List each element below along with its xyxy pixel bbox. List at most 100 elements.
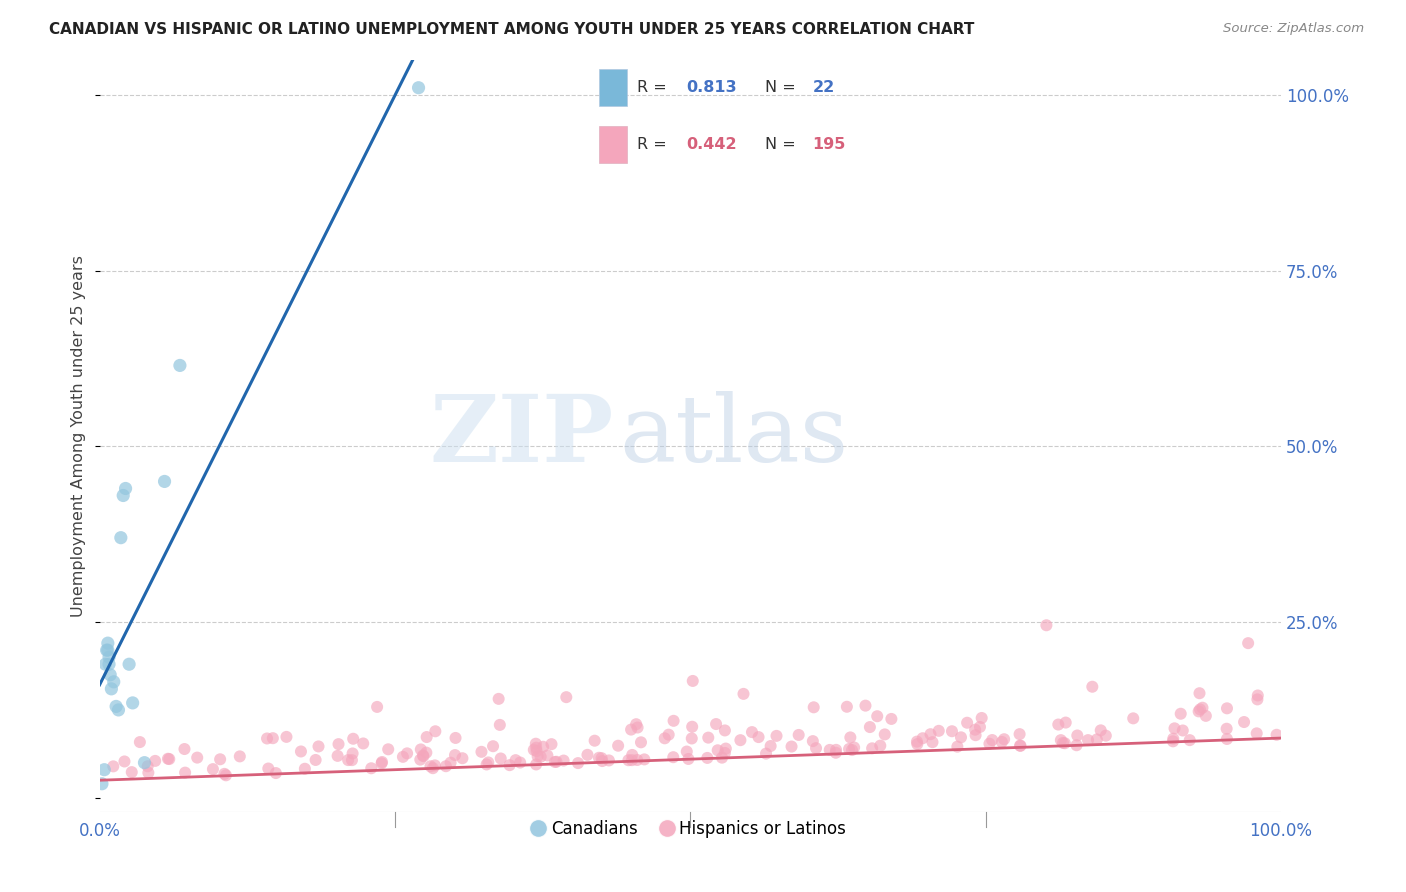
Point bbox=[103, 759, 125, 773]
Point bbox=[371, 755, 394, 769]
Point bbox=[598, 754, 620, 768]
Point bbox=[1077, 733, 1099, 747]
Point bbox=[475, 757, 498, 772]
Point bbox=[505, 753, 527, 767]
Point bbox=[540, 737, 562, 751]
Point bbox=[905, 734, 928, 748]
Point bbox=[328, 737, 350, 751]
Point bbox=[591, 751, 613, 765]
Point bbox=[1122, 711, 1144, 725]
Point bbox=[681, 731, 703, 746]
Point bbox=[444, 748, 467, 763]
Point bbox=[697, 731, 720, 745]
FancyBboxPatch shape bbox=[599, 126, 627, 163]
Point bbox=[835, 699, 858, 714]
Point bbox=[654, 731, 676, 746]
Point bbox=[866, 709, 889, 723]
Point bbox=[488, 691, 510, 706]
Point bbox=[107, 703, 129, 717]
Point bbox=[370, 756, 392, 771]
Point bbox=[419, 759, 441, 773]
Point bbox=[941, 724, 963, 739]
Point bbox=[121, 765, 143, 780]
Point bbox=[965, 728, 987, 742]
Point bbox=[112, 488, 135, 502]
Point bbox=[1066, 729, 1088, 743]
Point bbox=[477, 756, 499, 770]
Point bbox=[377, 742, 399, 756]
Point bbox=[186, 750, 208, 764]
Point bbox=[591, 754, 613, 768]
Point bbox=[1081, 680, 1104, 694]
Point bbox=[264, 766, 287, 780]
Point bbox=[824, 746, 846, 760]
Y-axis label: Unemployment Among Youth under 25 years: Unemployment Among Youth under 25 years bbox=[72, 255, 86, 616]
Point bbox=[1237, 636, 1260, 650]
Point bbox=[1191, 700, 1213, 714]
Point bbox=[1054, 715, 1077, 730]
Point bbox=[911, 731, 934, 746]
Point bbox=[981, 733, 1004, 747]
Point bbox=[681, 720, 703, 734]
Point bbox=[1246, 726, 1268, 740]
Point bbox=[1047, 717, 1070, 731]
Point bbox=[675, 745, 697, 759]
Point bbox=[633, 752, 655, 766]
Point bbox=[94, 657, 117, 672]
FancyBboxPatch shape bbox=[599, 69, 627, 106]
Point bbox=[1171, 723, 1194, 738]
Point bbox=[860, 741, 883, 756]
Point bbox=[262, 731, 284, 746]
Point bbox=[1010, 739, 1032, 753]
Point bbox=[153, 475, 176, 489]
Point bbox=[290, 744, 312, 758]
Point bbox=[97, 636, 120, 650]
Legend: Canadians, Hispanics or Latinos: Canadians, Hispanics or Latinos bbox=[527, 814, 853, 845]
Point bbox=[93, 763, 115, 777]
Text: N =: N = bbox=[765, 137, 796, 153]
Point bbox=[173, 742, 195, 756]
Point bbox=[621, 747, 644, 762]
Point bbox=[470, 745, 492, 759]
Point bbox=[1085, 732, 1108, 747]
Point bbox=[114, 755, 136, 769]
Point bbox=[201, 762, 224, 776]
Point bbox=[524, 740, 547, 755]
Point bbox=[1170, 706, 1192, 721]
Point bbox=[553, 754, 575, 768]
Point bbox=[415, 746, 437, 760]
Point bbox=[662, 714, 685, 728]
Point bbox=[839, 731, 862, 745]
Point bbox=[1052, 736, 1074, 750]
Point bbox=[838, 742, 860, 756]
Point bbox=[114, 482, 136, 496]
Point bbox=[531, 739, 554, 754]
Point bbox=[546, 755, 568, 769]
Point bbox=[524, 757, 547, 772]
Point bbox=[626, 753, 648, 767]
Point bbox=[1161, 734, 1184, 748]
Point bbox=[523, 743, 546, 757]
Point bbox=[920, 727, 942, 741]
Point bbox=[714, 741, 737, 756]
Point bbox=[765, 729, 787, 743]
Point bbox=[780, 739, 803, 754]
Point bbox=[422, 761, 444, 775]
Point bbox=[741, 725, 763, 739]
Point bbox=[841, 743, 863, 757]
Point bbox=[1161, 731, 1184, 746]
Point bbox=[524, 737, 547, 751]
Point bbox=[352, 736, 374, 750]
Point bbox=[804, 741, 827, 756]
Point bbox=[630, 735, 652, 749]
Point bbox=[337, 753, 360, 767]
Point bbox=[215, 768, 238, 782]
Point bbox=[143, 754, 166, 768]
Point bbox=[169, 359, 191, 373]
Text: R =: R = bbox=[637, 79, 666, 95]
Text: atlas: atlas bbox=[620, 391, 849, 481]
Point bbox=[229, 749, 252, 764]
Point bbox=[103, 674, 125, 689]
Point bbox=[96, 643, 118, 657]
Point bbox=[801, 734, 824, 748]
